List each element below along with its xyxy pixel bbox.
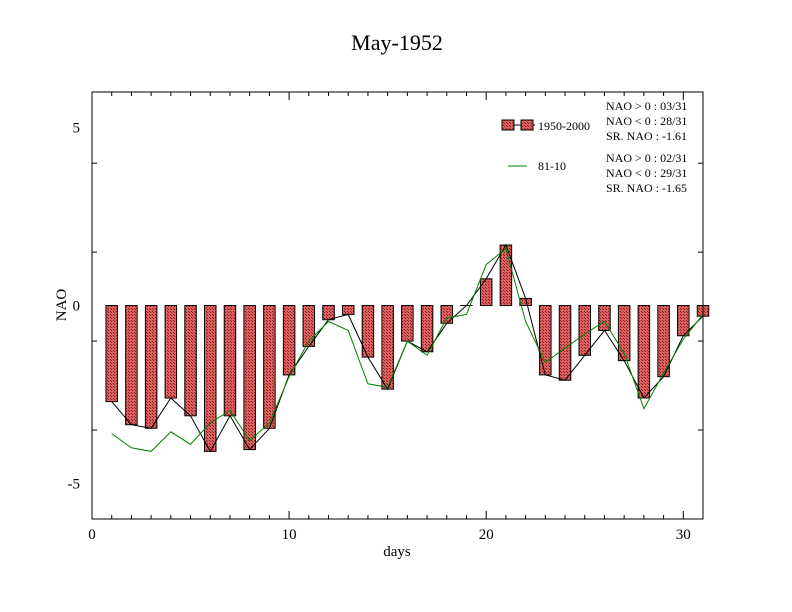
bar-day-26 xyxy=(598,305,611,331)
bar-day-28 xyxy=(637,305,651,399)
x-axis-label: days xyxy=(383,544,411,560)
stat-nao-positive-81-10: NAO > 0 : 02/31 xyxy=(606,151,687,165)
bar-day-1 xyxy=(105,305,118,403)
bar-day-10 xyxy=(282,305,296,376)
y-tick-label: -5 xyxy=(68,476,81,492)
x-tick-label: 10 xyxy=(282,527,297,543)
bar-day-2 xyxy=(125,305,138,426)
bar-day-3 xyxy=(144,305,158,429)
legend-label-81-10: 81-10 xyxy=(538,159,566,173)
line-series xyxy=(111,243,704,453)
bar-day-23 xyxy=(539,305,552,376)
bar-day-20 xyxy=(479,278,493,306)
bar-day-16 xyxy=(401,305,414,342)
line-1950-2000 xyxy=(111,243,704,453)
bar-day-12 xyxy=(322,305,335,321)
x-axis: 0 10 20 30 xyxy=(88,92,704,543)
legend-label-1950-2000: 1950-2000 xyxy=(538,119,590,133)
y-tick-label: 5 xyxy=(73,121,81,137)
bar-day-9 xyxy=(263,305,276,429)
line-81-10 xyxy=(111,247,704,452)
bar-day-24 xyxy=(558,305,572,381)
y-axis-label: NAO xyxy=(54,289,70,322)
y-tick-label: 0 xyxy=(73,299,81,315)
x-tick-label: 20 xyxy=(479,527,494,543)
legend-bar-swatch xyxy=(501,119,515,131)
bar-day-27 xyxy=(617,305,631,362)
x-tick-label: 30 xyxy=(676,527,691,543)
y-axis: -5 0 5 xyxy=(68,121,703,520)
stat-nao-negative-81-10: NAO < 0 : 29/31 xyxy=(606,166,687,180)
plot-frame xyxy=(91,91,704,520)
bar-day-13 xyxy=(341,305,355,315)
bar-day-25 xyxy=(578,305,591,356)
x-tick-label: 0 xyxy=(88,527,96,543)
bar-series xyxy=(105,244,710,452)
stat-nao-positive-1950-2000: NAO > 0 : 03/31 xyxy=(606,99,687,113)
legend-bar-swatch xyxy=(520,119,534,131)
chart-title: May-1952 xyxy=(351,30,443,55)
bar-day-21 xyxy=(499,244,513,306)
bar-day-7 xyxy=(223,305,237,417)
bar-day-18 xyxy=(440,305,454,324)
legend: 1950-2000 81-10 NAO > 0 : 03/31 NAO < 0 … xyxy=(501,99,687,195)
stat-sr-nao-81-10: SR. NAO : -1.65 xyxy=(606,181,687,195)
bar-day-17 xyxy=(420,305,434,353)
stat-sr-nao-1950-2000: SR. NAO : -1.61 xyxy=(606,129,687,143)
bar-day-5 xyxy=(184,305,197,417)
bar-day-4 xyxy=(164,305,178,399)
bar-day-6 xyxy=(204,305,217,452)
stat-nao-negative-1950-2000: NAO < 0 : 28/31 xyxy=(606,114,687,128)
bar-day-8 xyxy=(243,305,256,451)
